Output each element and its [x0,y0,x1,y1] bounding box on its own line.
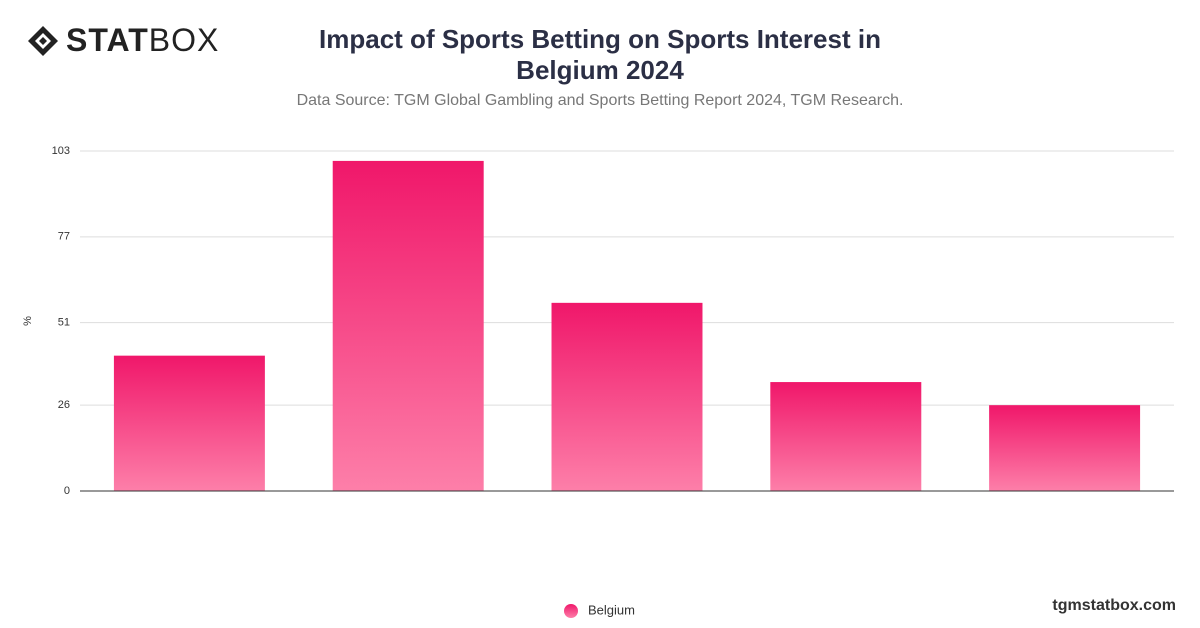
legend-marker [564,604,578,618]
chart-title: Impact of Sports Betting on Sports Inter… [319,24,881,85]
legend-label: Belgium [588,602,635,617]
y-tick-label: 77 [58,231,70,243]
logo-icon [28,25,58,56]
y-axis-label: % [22,316,34,326]
bar [989,405,1141,491]
logo-light: BOX [148,22,220,58]
y-tick-label: 26 [58,399,70,411]
bar [551,302,703,491]
bar [332,160,484,492]
y-tick-label: 0 [64,485,70,497]
chart-subtitle: Data Source: TGM Global Gambling and Spo… [296,92,904,109]
footer: tgmstatbox.com [1052,597,1176,614]
bar [770,382,922,491]
bar [113,355,265,491]
logo: STAT BOX [26,22,219,59]
y-tick-label: 51 [58,317,70,329]
logo-bold: STAT [66,22,149,58]
y-tick-label: 103 [52,145,70,157]
